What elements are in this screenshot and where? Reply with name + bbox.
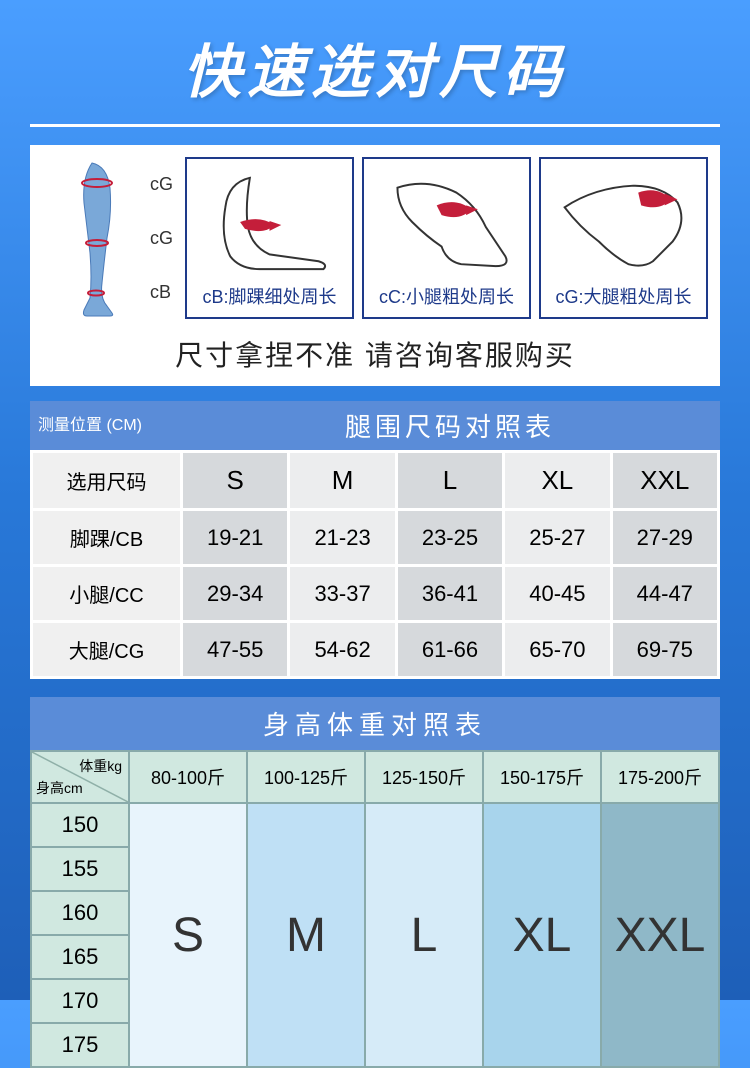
leg-table-cell: 27-29 <box>611 510 718 566</box>
hw-height-label: 170 <box>31 979 129 1023</box>
measure-label-cb: cB:脚踝细处周长 <box>203 283 337 309</box>
leg-table-cell: 19-21 <box>182 510 289 566</box>
leg-table-size-header: XXL <box>611 452 718 510</box>
leg-table-cell: 33-37 <box>289 566 396 622</box>
leg-table-cell: 29-34 <box>182 566 289 622</box>
hw-size-cell: XL <box>483 803 601 1067</box>
leg-table-cell: 54-62 <box>289 622 396 678</box>
leg-table-cell: 44-47 <box>611 566 718 622</box>
height-weight-table: 体重kg身高cm80-100斤100-125斤125-150斤150-175斤1… <box>30 750 720 1068</box>
hw-height-label: 160 <box>31 891 129 935</box>
calf-icon <box>368 167 525 277</box>
leg-table-size-header: M <box>289 452 396 510</box>
leg-table-row-label: 脚踝/CB <box>32 510 182 566</box>
leg-table-size-header: XL <box>504 452 611 510</box>
leg-label-cg1: cG <box>150 174 173 195</box>
leg-table-row-label: 大腿/CG <box>32 622 182 678</box>
measure-label-cg: cG:大腿粗处周长 <box>556 283 692 309</box>
leg-table-cell: 25-27 <box>504 510 611 566</box>
leg-table-cell: 40-45 <box>504 566 611 622</box>
leg-table-cell: 47-55 <box>182 622 289 678</box>
hw-diagonal-header: 体重kg身高cm <box>31 751 129 803</box>
leg-table-cell: 65-70 <box>504 622 611 678</box>
measure-label-cc: cC:小腿粗处周长 <box>379 283 514 309</box>
leg-table-cell: 69-75 <box>611 622 718 678</box>
hw-height-label: 165 <box>31 935 129 979</box>
leg-table-cell: 21-23 <box>289 510 396 566</box>
hw-size-cell: XXL <box>601 803 719 1067</box>
leg-size-table-section: 测量位置 (CM) 腿围尺码对照表 选用尺码SMLXLXXL 脚踝/CB19-2… <box>30 401 720 679</box>
thigh-icon <box>545 167 702 277</box>
hw-size-cell: M <box>247 803 365 1067</box>
ankle-icon <box>191 167 348 277</box>
height-weight-section: 身高体重对照表 体重kg身高cm80-100斤100-125斤125-150斤1… <box>30 697 720 1068</box>
hw-weight-header: 150-175斤 <box>483 751 601 803</box>
leg-diagram-column <box>42 157 142 319</box>
leg-table-cell: 36-41 <box>396 566 503 622</box>
leg-table-header-left: 测量位置 (CM) <box>30 401 180 450</box>
leg-table-cell: 61-66 <box>396 622 503 678</box>
hw-size-cell: L <box>365 803 483 1067</box>
hw-weight-header: 80-100斤 <box>129 751 247 803</box>
leg-table-size-header: S <box>182 452 289 510</box>
measure-box-ankle: cB:脚踝细处周长 <box>185 157 354 319</box>
leg-table-header-right: 腿围尺码对照表 <box>180 401 720 450</box>
leg-size-table: 选用尺码SMLXLXXL 脚踝/CB19-2121-2323-2525-2727… <box>30 450 720 679</box>
hw-size-cell: S <box>129 803 247 1067</box>
hw-height-label: 155 <box>31 847 129 891</box>
leg-table-size-header: L <box>396 452 503 510</box>
hw-table-title: 身高体重对照表 <box>30 697 720 750</box>
hw-height-label: 175 <box>31 1023 129 1067</box>
hw-height-label: 150 <box>31 803 129 847</box>
leg-silhouette-icon <box>52 158 132 318</box>
measure-box-thigh: cG:大腿粗处周长 <box>539 157 708 319</box>
hw-weight-header: 175-200斤 <box>601 751 719 803</box>
hw-weight-header: 100-125斤 <box>247 751 365 803</box>
hw-weight-header: 125-150斤 <box>365 751 483 803</box>
advice-text: 尺寸拿捏不准 请咨询客服购买 <box>42 334 708 374</box>
leg-label-cg2: cG <box>150 228 173 249</box>
leg-table-row-label: 小腿/CC <box>32 566 182 622</box>
leg-label-cb: cB <box>150 282 173 303</box>
page-title: 快速选对尺码 <box>30 0 720 127</box>
measurement-card: cG cG cB cB:脚踝细处周长 cC:小腿粗处周长 <box>30 145 720 386</box>
measure-box-calf: cC:小腿粗处周长 <box>362 157 531 319</box>
leg-table-size-label: 选用尺码 <box>32 452 182 510</box>
leg-table-cell: 23-25 <box>396 510 503 566</box>
